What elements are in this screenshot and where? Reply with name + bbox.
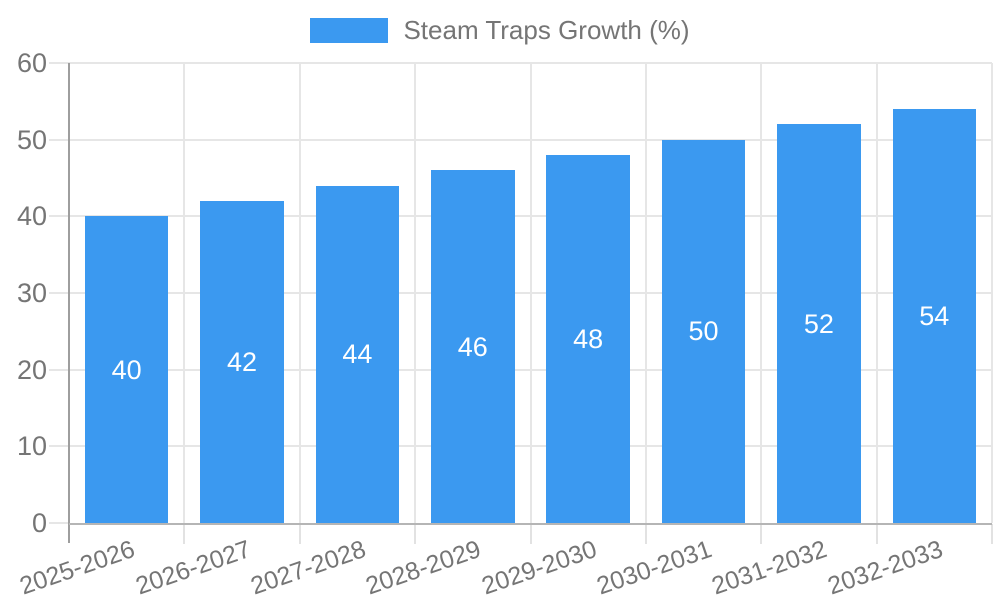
bar-value-label: 46 (457, 331, 488, 362)
x-axis-tick-label: 2025-2026 (16, 535, 139, 600)
x-axis-tick (183, 524, 186, 544)
y-axis-line (68, 63, 70, 543)
v-gridline (529, 63, 532, 523)
x-axis-tick (298, 524, 301, 544)
x-axis-tick (529, 524, 532, 544)
legend-swatch (310, 17, 389, 43)
legend-label: Steam Traps Growth (%) (403, 15, 690, 45)
y-axis-tick-label: 50 (16, 124, 47, 155)
y-axis-tick (49, 368, 69, 371)
bar-2027-2028[interactable]: 44 (315, 185, 400, 523)
bar-value-label: 52 (803, 308, 834, 339)
chart-legend[interactable]: Steam Traps Growth (%) (0, 16, 1000, 44)
y-axis-tick-label: 20 (16, 354, 47, 385)
y-axis-tick (49, 522, 69, 524)
bar-value-label: 48 (573, 324, 604, 354)
y-axis-tick-label: 60 (16, 48, 47, 78)
y-axis-tick-label: 30 (16, 278, 47, 308)
y-axis-tick (49, 138, 69, 141)
y-axis-tick (49, 445, 69, 448)
y-axis-tick-label: 10 (16, 431, 47, 462)
bar-2030-2031[interactable]: 50 (661, 139, 746, 523)
bar-value-label: 42 (227, 347, 258, 377)
x-axis-tick (414, 524, 417, 544)
y-axis-tick-label: 40 (16, 201, 47, 232)
x-axis-tick (760, 524, 763, 544)
bar-2028-2029[interactable]: 46 (431, 170, 515, 523)
v-gridline (298, 63, 301, 523)
x-axis-tick-label: 2026-2027 (131, 535, 254, 600)
x-axis-tick-label: 2027-2028 (247, 535, 370, 600)
x-axis-tick-label: 2030-2031 (593, 535, 716, 600)
bar-2026-2027[interactable]: 42 (200, 201, 284, 523)
y-axis-tick-label: 0 (31, 508, 47, 538)
x-axis-line (69, 523, 992, 525)
y-axis-tick (49, 215, 69, 218)
x-axis-tick-label: 2031-2032 (708, 535, 831, 600)
bar-2031-2032[interactable]: 52 (777, 124, 861, 523)
plot-area: 40 42 44 46 48 50 52 54 (69, 62, 993, 523)
bar-value-label: 54 (919, 301, 950, 331)
v-gridline (875, 63, 878, 523)
bar-2025-2026[interactable]: 40 (84, 216, 169, 523)
y-axis-tick (49, 62, 69, 64)
v-gridline (760, 63, 763, 523)
x-axis-tick-label: 2029-2030 (477, 535, 600, 600)
bar-value-label: 40 (111, 354, 142, 385)
x-axis-tick (644, 524, 647, 544)
y-axis-tick (49, 292, 69, 294)
v-gridline (991, 63, 993, 523)
x-axis-tick (991, 524, 993, 544)
v-gridline (183, 63, 186, 523)
bar-value-label: 44 (342, 339, 373, 370)
v-gridline (644, 63, 647, 523)
x-axis-tick-label: 2032-2033 (823, 535, 947, 600)
x-axis-tick-label: 2028-2029 (362, 535, 485, 600)
bar-value-label: 50 (688, 316, 719, 347)
bar-2029-2030[interactable]: 48 (546, 155, 630, 523)
bar-2032-2033[interactable]: 54 (892, 109, 977, 523)
v-gridline (414, 63, 417, 523)
x-axis-tick (875, 524, 878, 544)
